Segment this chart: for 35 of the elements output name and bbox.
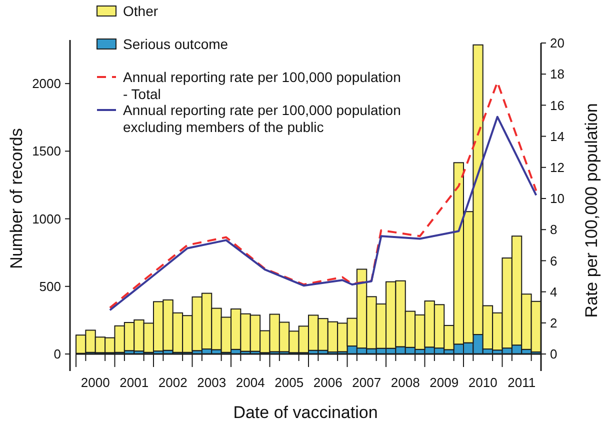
x-tick-label: 2007 — [352, 375, 382, 390]
y2-tick-label: 2 — [550, 315, 558, 330]
x-tick-label: 2004 — [236, 375, 265, 390]
x-tick-label: 2006 — [313, 375, 342, 390]
y2-tick-label: 14 — [550, 128, 564, 144]
x-tick-label: 2001 — [120, 375, 149, 390]
x-tick-label: 2000 — [80, 375, 110, 390]
y2-tick-label: 0 — [550, 346, 558, 362]
y-axis-title: Number of records — [7, 128, 26, 269]
y2-tick-label: 4 — [550, 284, 558, 300]
x-tick-label: 2008 — [390, 375, 420, 390]
legend-label: Serious outcome — [123, 36, 228, 52]
legend-label: Other — [123, 3, 158, 19]
y2-tick-label: 6 — [550, 253, 558, 268]
y2-tick-label: 10 — [550, 191, 564, 206]
x-tick-label: 2011 — [508, 375, 536, 390]
x-tick-label: 2005 — [274, 375, 304, 390]
y2-tick-label: 16 — [550, 98, 564, 113]
x-tick-label: 2002 — [158, 375, 188, 390]
x-tick-label: 2010 — [468, 375, 498, 390]
legend-label: Annual reporting rate per 100,000 population - Total — [123, 69, 401, 102]
y2-tick-label: 8 — [550, 222, 558, 238]
y2-tick-label: 18 — [550, 66, 564, 82]
x-tick-label: 2003 — [197, 375, 226, 390]
y-tick-label: 1000 — [32, 211, 61, 226]
x-axis-title: Date of vaccination — [233, 403, 378, 422]
legend-label: Annual reporting rate per 100,000 population excluding members of the public — [123, 102, 401, 135]
y2-axis-title: Rate per 100,000 population — [582, 103, 601, 318]
x-tick-label: 2009 — [430, 375, 459, 390]
y-tick-label: 1500 — [32, 144, 61, 159]
y-tick-label: 0 — [54, 346, 61, 362]
y2-tick-label: 20 — [550, 36, 564, 51]
y-tick-label: 500 — [39, 278, 61, 294]
y2-tick-label: 12 — [550, 160, 564, 175]
y-tick-label: 2000 — [32, 76, 61, 92]
